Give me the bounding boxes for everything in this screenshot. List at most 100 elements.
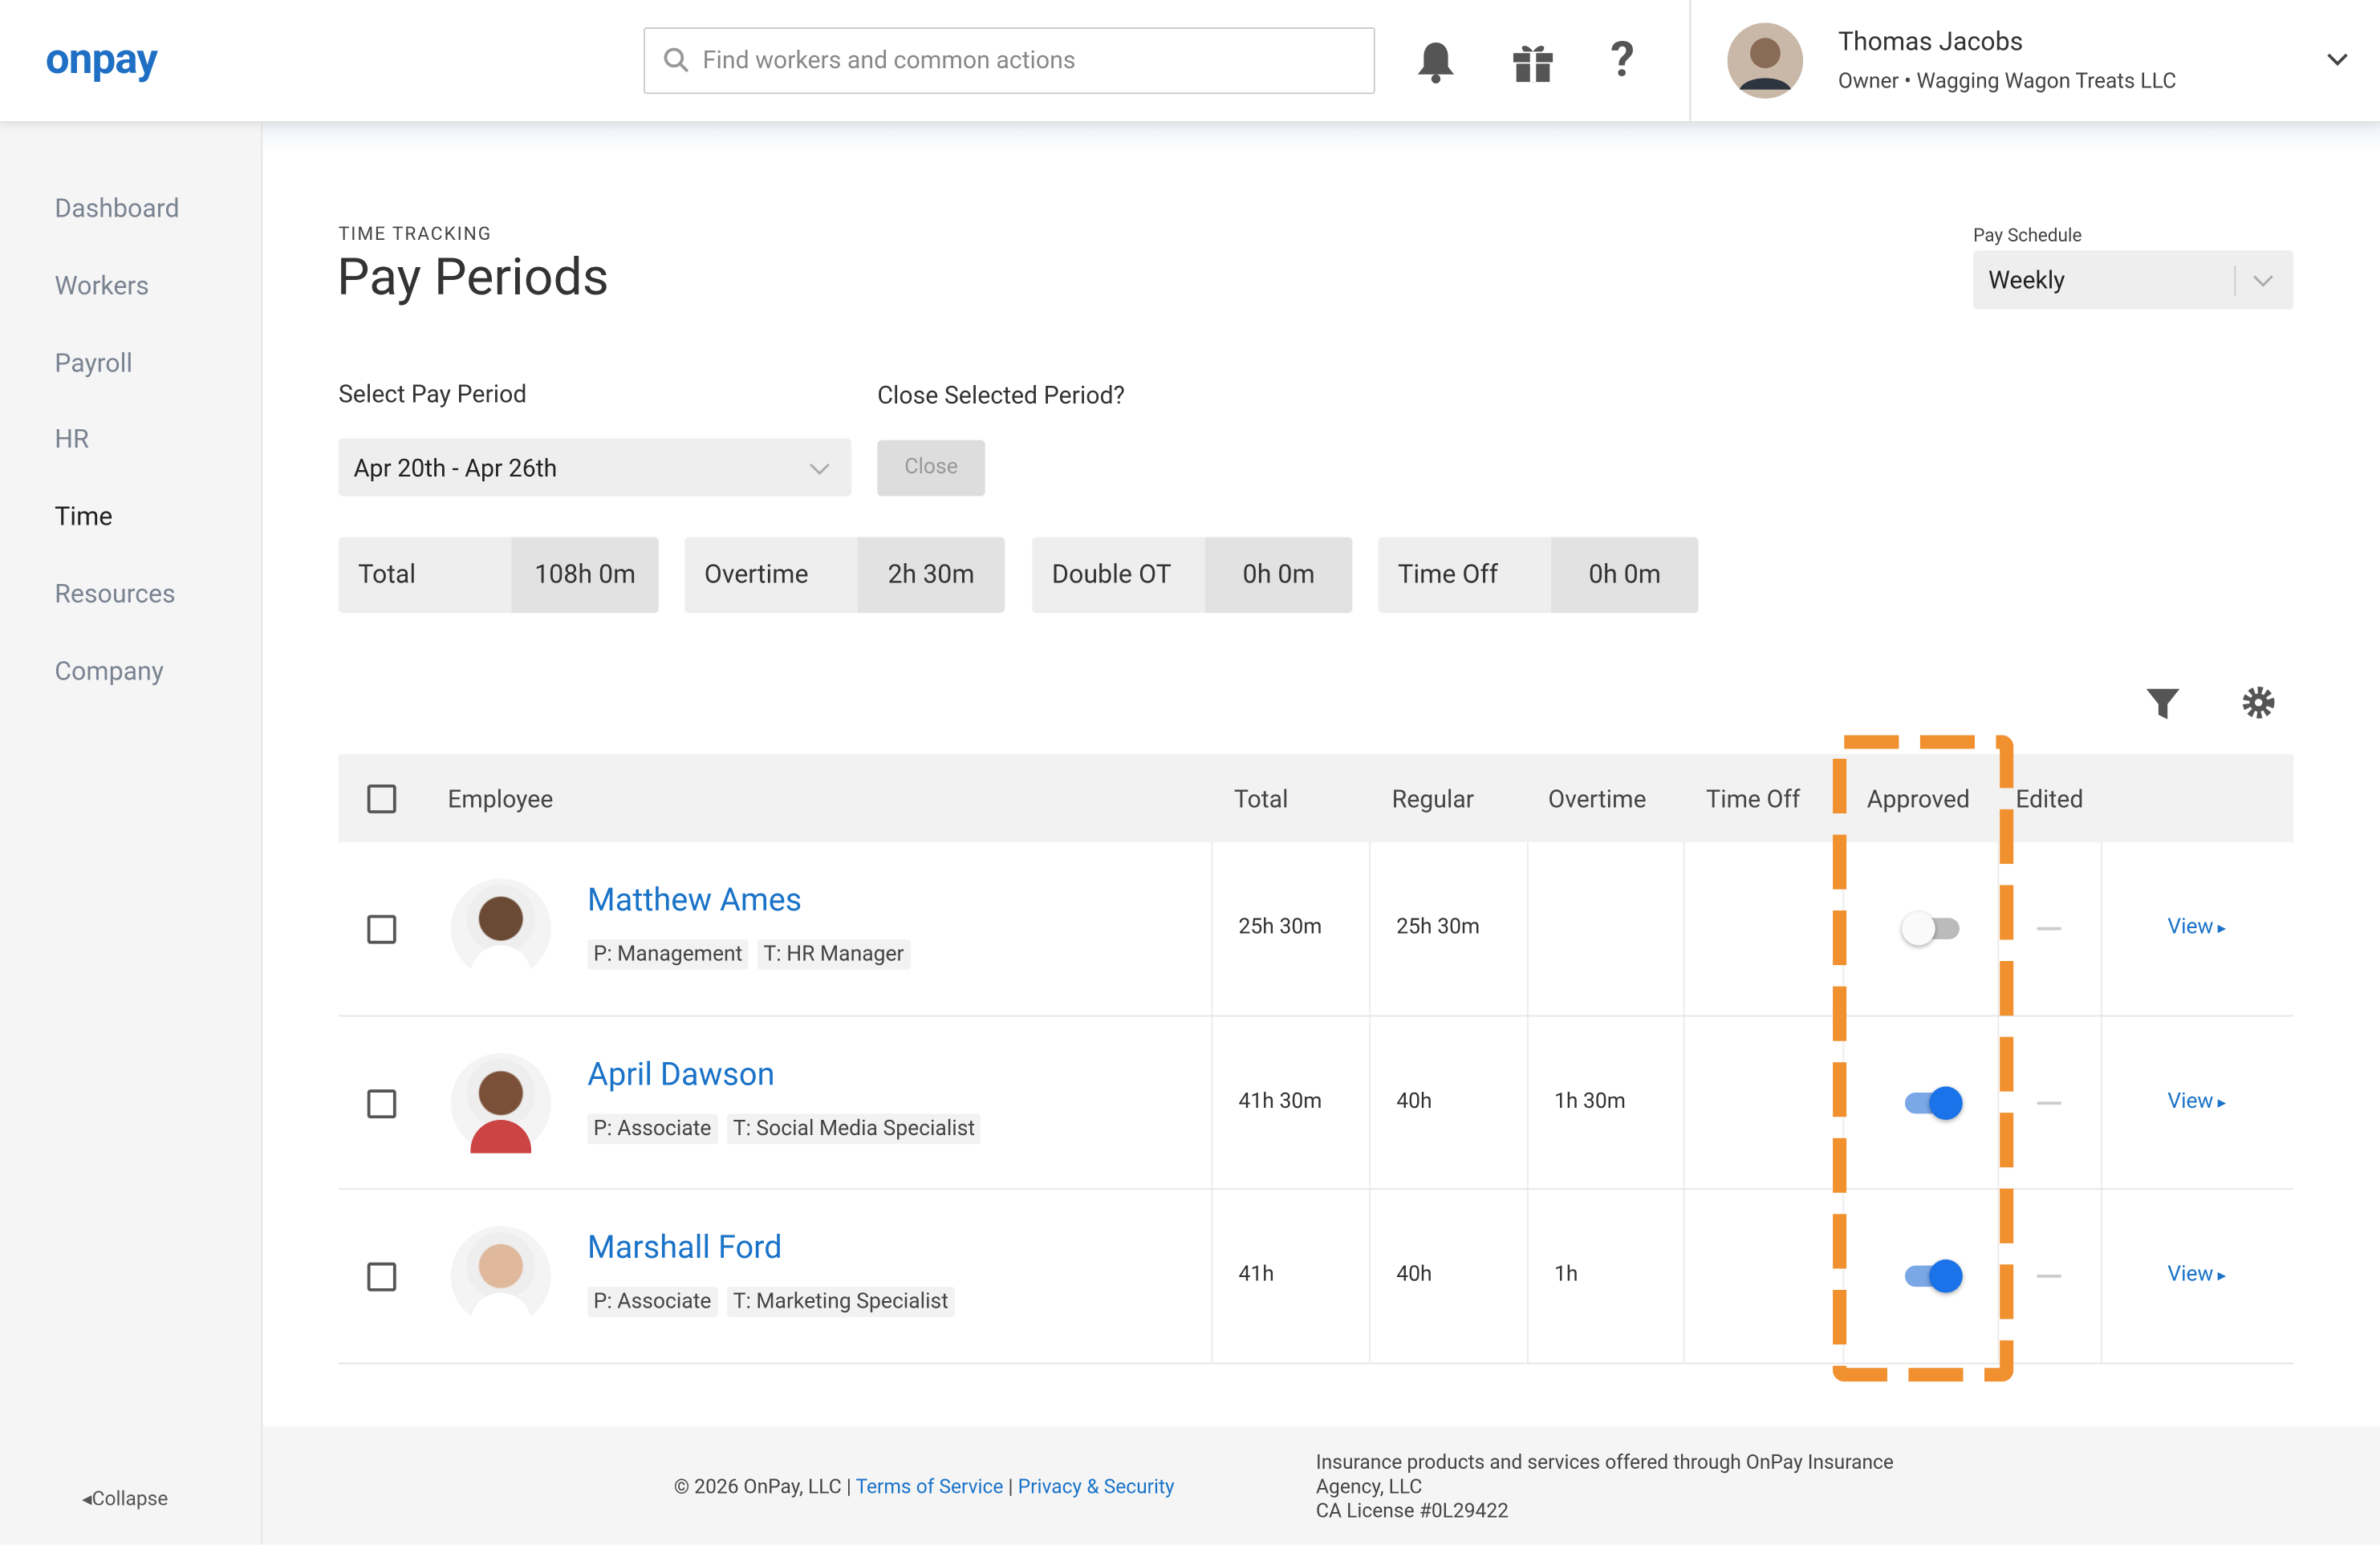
pay-schedule-select[interactable]: Weekly <box>1973 250 2294 310</box>
employee-name[interactable]: Marshall Ford <box>587 1231 782 1267</box>
summary-value-bg <box>857 537 1005 614</box>
column-header: Time Off <box>1706 784 1801 813</box>
column-divider <box>1211 841 1213 1016</box>
toggle-knob <box>1929 1086 1963 1121</box>
view-link[interactable]: View ▸ <box>2167 1262 2227 1288</box>
close-label: Close Selected Period? <box>877 380 1125 410</box>
search-box[interactable]: Find workers and common actions <box>644 27 1375 95</box>
nav-item[interactable]: Workers <box>55 271 149 302</box>
collapse-button[interactable]: ◂Collapse <box>82 1488 169 1512</box>
highlight-box <box>1833 735 2014 1382</box>
summary-value-bg <box>1551 537 1699 614</box>
edited-dash <box>2037 1101 2061 1105</box>
copyright: © 2026 OnPay, LLC | <box>673 1476 851 1499</box>
gift-icon[interactable] <box>1509 39 1558 85</box>
column-divider <box>1997 1190 2000 1363</box>
column-divider <box>1997 841 2000 1016</box>
logo[interactable]: onpay <box>45 33 158 84</box>
arrow: ▸ <box>2213 1092 2227 1113</box>
regular-cell: 40h <box>1396 1089 1432 1114</box>
summary-label: Total <box>358 560 416 590</box>
overtime-cell: 1h 30m <box>1553 1089 1627 1114</box>
summary-value: 108h 0m <box>534 560 636 590</box>
select-label: Select Pay Period <box>338 379 527 408</box>
settings-icon[interactable] <box>2242 686 2276 720</box>
summary-label: Overtime <box>704 560 809 590</box>
column-divider <box>1211 1016 1213 1190</box>
nav-item[interactable]: Dashboard <box>55 194 180 225</box>
nav-item[interactable]: Resources <box>55 579 176 610</box>
footer-links: © 2026 OnPay, LLC | Terms of Service | P… <box>674 1477 1175 1499</box>
column-header: Employee <box>448 784 554 813</box>
insurance-note: Insurance products and services offered … <box>1316 1452 1894 1499</box>
column-header: Edited <box>2016 784 2084 813</box>
user-avatar[interactable] <box>1727 22 1804 99</box>
table: Employee Total Regular Overtime Time Off Appr… <box>338 754 2294 1365</box>
user-name: Thomas Jacobs <box>1838 27 2024 58</box>
terms-link[interactable]: Terms of Service <box>855 1476 1004 1499</box>
nav-item[interactable]: Time <box>55 502 113 533</box>
employee-name[interactable]: April Dawson <box>587 1057 775 1094</box>
column-divider <box>1526 841 1529 1016</box>
total-cell: 25h 30m <box>1238 914 1322 939</box>
view-link[interactable]: View ▸ <box>2167 1089 2227 1114</box>
summary-card: Time Off 0h 0m <box>1378 537 1699 614</box>
privacy-link[interactable]: Privacy & Security <box>1017 1476 1175 1499</box>
table-row: Matthew Ames P: Management T: HR Manager 25… <box>339 841 2293 1016</box>
nav-item[interactable]: HR <box>55 425 89 456</box>
select-all-checkbox[interactable] <box>367 784 396 813</box>
approved-toggle[interactable] <box>1904 1086 1963 1121</box>
chevron <box>810 463 830 476</box>
summary-value: 0h 0m <box>1588 560 1661 590</box>
regular-cell: 40h <box>1396 1262 1432 1288</box>
column-divider <box>1683 1016 1685 1190</box>
title-tag: T: Marketing Specialist <box>727 1287 955 1317</box>
column-header: Approved <box>1866 784 1971 813</box>
column-divider <box>1369 841 1371 1016</box>
pay-schedule-label: Pay Schedule <box>1973 224 2082 246</box>
row-checkbox[interactable] <box>367 1089 396 1119</box>
nav-item[interactable]: Payroll <box>55 348 133 379</box>
avatar-shirt <box>470 1292 532 1327</box>
column-divider <box>1526 1016 1529 1190</box>
view-link[interactable]: View ▸ <box>2167 914 2227 939</box>
footer: © 2026 OnPay, LLC | Terms of Service | P… <box>262 1426 2380 1545</box>
avatar <box>450 1226 551 1327</box>
close-button[interactable]: Close <box>877 440 985 497</box>
summary-label: Double OT <box>1051 560 1172 590</box>
column-divider <box>1369 1190 1371 1363</box>
position-tag: P: Associate <box>587 1287 718 1317</box>
summary-value-bg <box>1204 537 1353 614</box>
avatar <box>450 878 551 979</box>
column-divider <box>1842 1190 1845 1363</box>
employee-name[interactable]: Matthew Ames <box>587 882 802 920</box>
table-header <box>338 754 2294 842</box>
row-checkbox[interactable] <box>367 1262 396 1292</box>
arrow: ▸ <box>2213 1265 2227 1286</box>
column-divider <box>1997 1016 2000 1190</box>
column-header: Regular <box>1391 784 1475 813</box>
edited-dash <box>2037 1274 2061 1278</box>
column-divider <box>1211 1190 1213 1363</box>
user-menu-chevron[interactable] <box>2325 51 2350 70</box>
row-checkbox[interactable] <box>367 914 396 944</box>
shadow <box>262 123 2380 154</box>
period-value: Apr 20th - Apr 26th <box>353 453 558 483</box>
nav-item[interactable]: Company <box>55 656 164 687</box>
summary-card: Total 108h 0m <box>338 537 659 614</box>
help-icon[interactable]: ? <box>1610 30 1635 88</box>
period-select[interactable]: Apr 20th - Apr 26th <box>338 438 852 497</box>
title-tag: T: HR Manager <box>757 939 911 970</box>
filter-icon[interactable] <box>2145 686 2181 722</box>
column-divider <box>1683 1190 1685 1363</box>
column-divider <box>2100 1016 2102 1190</box>
approved-toggle[interactable] <box>1902 911 1960 946</box>
search-placeholder: Find workers and common actions <box>702 45 1076 75</box>
page-title: Pay Periods <box>336 247 609 308</box>
position-tag: P: Associate <box>587 1113 718 1145</box>
approved-toggle[interactable] <box>1904 1259 1963 1293</box>
pay-schedule-value: Weekly <box>1988 266 2065 294</box>
sidebar: ◂Collapse Dashboard Workers Payroll HR Time R… <box>0 123 263 1545</box>
bell-icon[interactable] <box>1411 39 1460 85</box>
